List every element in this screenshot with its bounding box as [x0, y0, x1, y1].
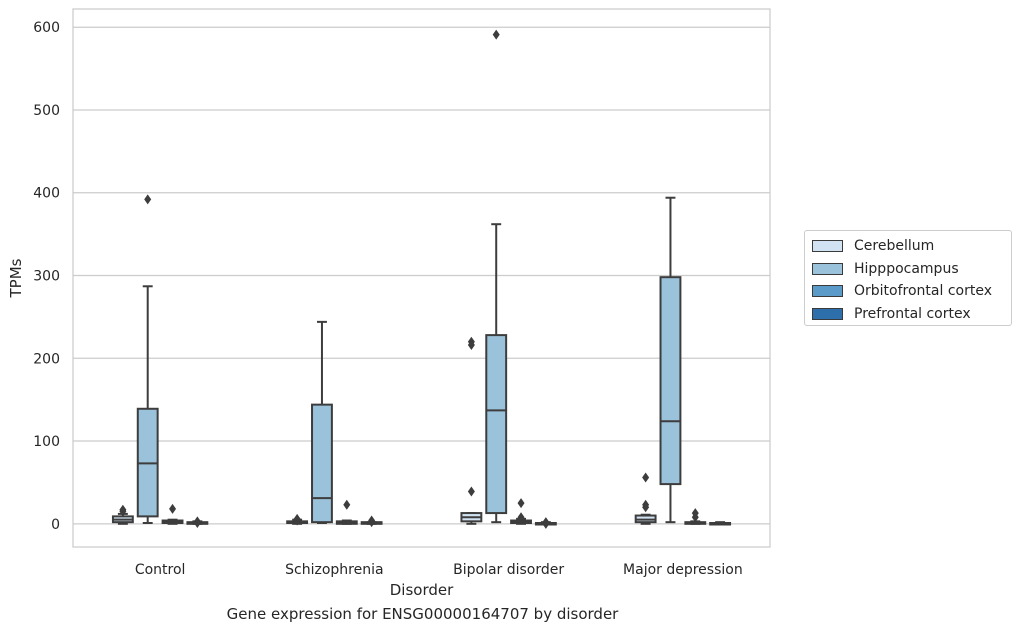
boxes	[111, 29, 732, 529]
outlier-point	[119, 506, 127, 517]
legend-swatch	[812, 240, 843, 253]
outlier-point	[642, 502, 650, 513]
box-group	[684, 508, 707, 525]
x-tick-label: Schizophrenia	[285, 562, 383, 578]
box-group	[111, 504, 134, 525]
outlier-point	[467, 486, 475, 497]
box-group	[186, 516, 209, 528]
legend-label: Prefrontal cortex	[854, 305, 971, 322]
box-group	[360, 515, 383, 528]
y-tick-label: 500	[33, 103, 60, 119]
legend-swatch	[812, 262, 843, 275]
box-group	[634, 472, 657, 525]
outlier-point	[368, 517, 376, 528]
y-tick-label: 300	[33, 269, 60, 285]
outlier-point	[642, 472, 650, 483]
legend-item: Orbitofrontal cortex	[812, 280, 1011, 303]
outlier-point	[517, 498, 525, 509]
outlier-point	[691, 512, 699, 523]
outlier-point	[293, 515, 301, 526]
legend-label: Orbitofrontal cortex	[854, 283, 992, 300]
box-group	[510, 498, 532, 525]
box-group	[136, 194, 159, 524]
box-group	[659, 196, 682, 524]
y-tick-label: 600	[33, 20, 60, 36]
chart-caption: Gene expression for ENSG00000164707 by d…	[226, 605, 619, 623]
box-group	[161, 503, 184, 525]
box-group	[311, 320, 333, 524]
x-axis-title: Disorder	[390, 581, 454, 599]
legend: Cerebellum Hipppocampus Orbitofrontal cort…	[804, 230, 1012, 326]
plot-frame	[72, 8, 771, 548]
outlier-point	[517, 513, 525, 524]
box-group	[286, 513, 309, 526]
outlier-point	[492, 29, 500, 40]
y-tick-label: 400	[33, 186, 60, 202]
y-tick-labels: 0 100 200 300 400 500 600	[33, 20, 60, 533]
x-tick-label: Major depression	[623, 562, 743, 578]
legend-item: Prefrontal cortex	[812, 303, 1011, 326]
outlier-point	[169, 503, 177, 514]
x-tick-label: Control	[135, 562, 186, 578]
y-tick-label: 200	[33, 351, 60, 367]
legend-item: Hipppocampus	[812, 258, 1011, 281]
legend-label: Hipppocampus	[854, 260, 959, 277]
box-group	[534, 517, 557, 529]
outlier-point	[542, 518, 550, 529]
y-tick-label: 100	[33, 434, 60, 450]
box-group	[335, 499, 358, 525]
box	[485, 334, 508, 515]
legend-swatch	[812, 285, 843, 298]
outlier-point	[193, 517, 201, 528]
y-tick-label: 0	[51, 517, 60, 533]
box-group	[709, 521, 732, 526]
y-axis-title: TPMs	[7, 258, 25, 298]
x-tick-labels: Control Schizophrenia Bipolar disorder Majo…	[135, 562, 743, 578]
box	[311, 403, 333, 524]
outlier-point	[144, 194, 152, 205]
box-group	[485, 29, 508, 524]
legend-item: Cerebellum	[812, 235, 1011, 258]
legend-swatch	[812, 307, 843, 320]
legend-label: Cerebellum	[854, 238, 935, 255]
box-group	[460, 336, 483, 525]
outlier-point	[467, 340, 475, 351]
y-gridlines	[73, 26, 770, 525]
outlier-point	[343, 499, 351, 510]
box	[659, 276, 682, 486]
x-tick-label: Bipolar disorder	[453, 562, 564, 578]
